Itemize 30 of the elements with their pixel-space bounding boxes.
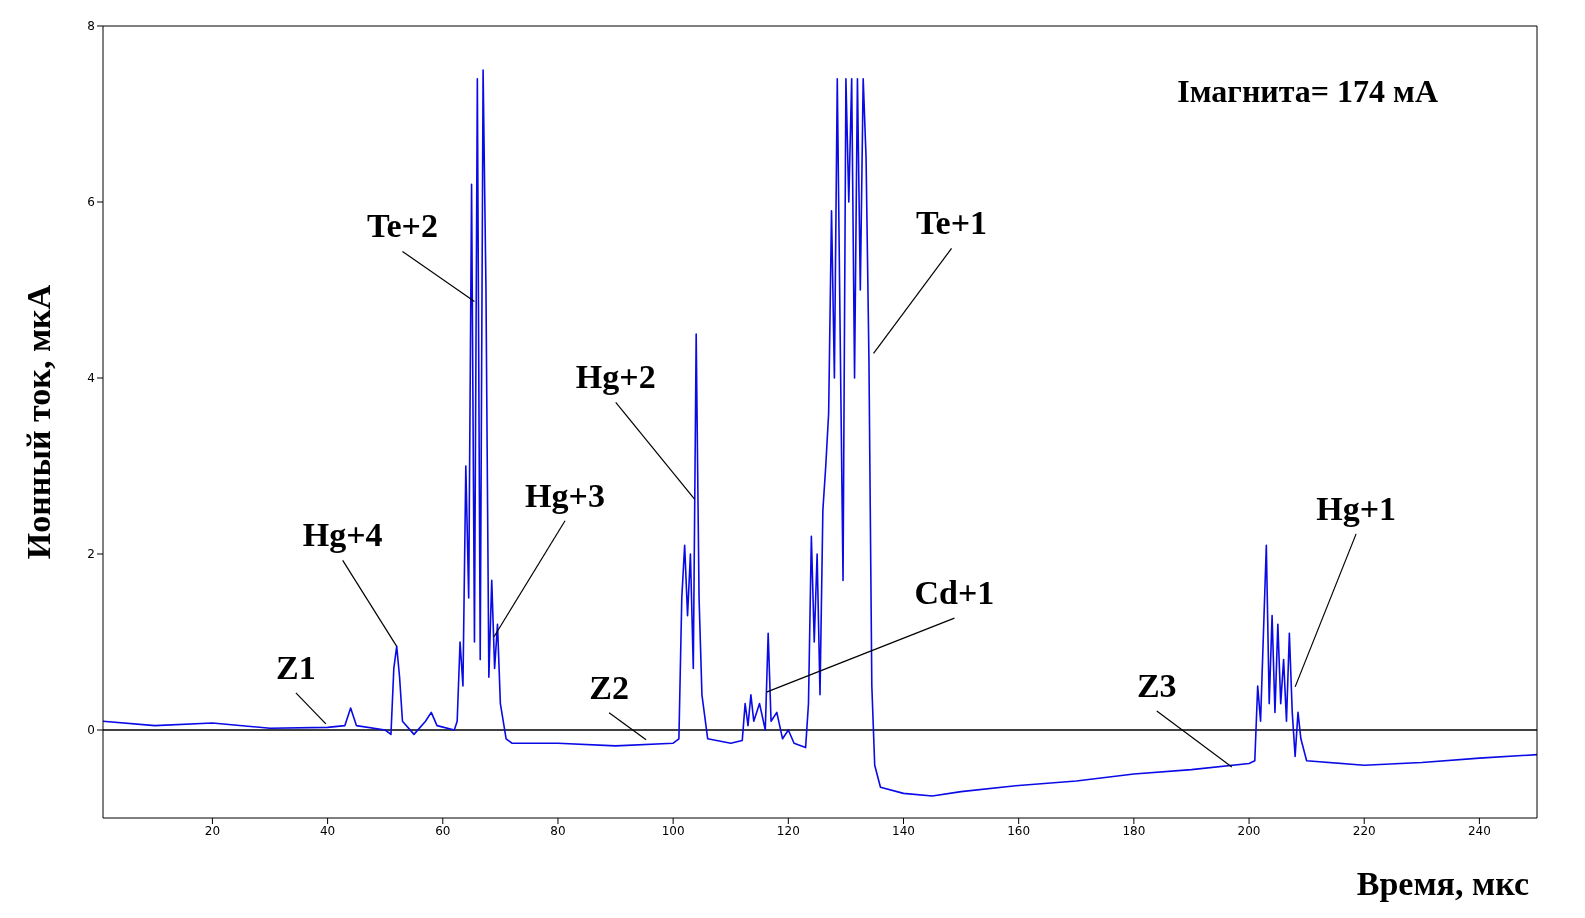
x-tick-label: 60 bbox=[435, 823, 451, 838]
x-tick-label: 240 bbox=[1467, 823, 1491, 838]
y-tick-label: 6 bbox=[87, 195, 95, 210]
x-tick-label: 20 bbox=[204, 823, 221, 838]
x-tick-label: 140 bbox=[892, 823, 915, 838]
y-tick-label: 4 bbox=[87, 371, 95, 386]
y-tick-label: 2 bbox=[87, 547, 95, 562]
annotation: Z3 bbox=[1136, 666, 1177, 704]
x-tick-label: 100 bbox=[661, 823, 685, 838]
x-tick-label: 80 bbox=[550, 823, 566, 838]
y-tick-label: 8 bbox=[87, 19, 95, 34]
annotation: Z2 bbox=[589, 668, 629, 706]
annotation: Te+1 bbox=[916, 204, 988, 242]
annotation: Te+2 bbox=[366, 207, 438, 245]
annotation: Z1 bbox=[276, 648, 316, 686]
annotation: Iмагнита= 174 мА bbox=[1177, 73, 1438, 110]
x-tick-label: 200 bbox=[1237, 823, 1261, 838]
annotation: Hg+3 bbox=[525, 476, 605, 514]
x-tick-label: 220 bbox=[1352, 823, 1376, 838]
annotation: Hg+4 bbox=[302, 516, 383, 554]
x-tick-label: 180 bbox=[1122, 823, 1146, 838]
y-tick-label: 0 bbox=[87, 723, 95, 738]
annotation: Hg+2 bbox=[575, 358, 656, 396]
annotation: Hg+1 bbox=[1316, 489, 1397, 527]
x-tick-label: 160 bbox=[1007, 823, 1031, 838]
y-axis-title: Ионный ток, мкА bbox=[20, 284, 58, 560]
x-axis-title: Время, мкс bbox=[1356, 865, 1529, 902]
x-tick-label: 120 bbox=[776, 823, 800, 838]
annotation: Cd+1 bbox=[914, 574, 995, 612]
x-tick-label: 40 bbox=[319, 823, 336, 838]
